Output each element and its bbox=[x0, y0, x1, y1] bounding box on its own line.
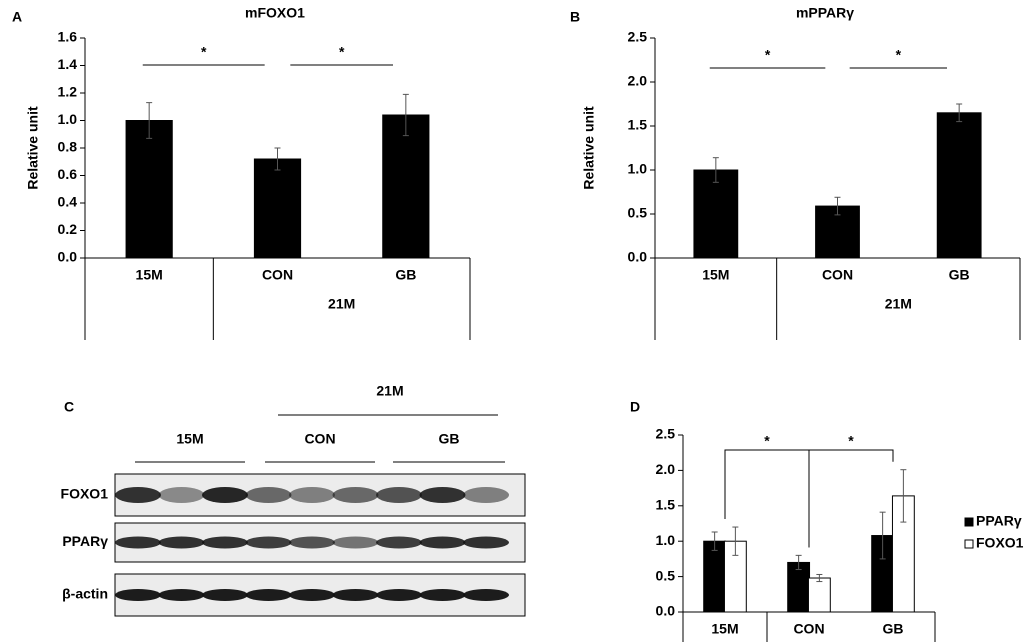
bar bbox=[693, 169, 739, 259]
significance-label: * bbox=[848, 433, 854, 449]
y-tick-label: 0.0 bbox=[656, 603, 676, 619]
y-tick-label: 0.0 bbox=[58, 249, 78, 265]
x-tick-label: CON bbox=[793, 621, 824, 637]
legend-label: PPARγ bbox=[976, 513, 1022, 529]
group-label: 21M bbox=[328, 296, 355, 312]
blot-band bbox=[376, 589, 422, 601]
blot-band bbox=[463, 536, 509, 549]
legend-swatch bbox=[964, 539, 974, 549]
y-tick-label: 1.0 bbox=[656, 532, 676, 548]
blot-band bbox=[332, 589, 379, 601]
blot-band bbox=[419, 536, 466, 549]
lane-label: 15M bbox=[176, 431, 203, 447]
x-tick-label: GB bbox=[883, 621, 904, 637]
y-tick-label: 1.0 bbox=[58, 111, 78, 127]
blot-band bbox=[289, 536, 335, 549]
panel-label: C bbox=[64, 399, 74, 415]
blot-band bbox=[158, 536, 205, 549]
y-tick-label: 0.6 bbox=[58, 166, 78, 182]
significance-bracket bbox=[724, 449, 810, 548]
row-label: PPARγ bbox=[62, 533, 108, 549]
blot-band bbox=[419, 487, 466, 503]
blot-band bbox=[158, 487, 205, 503]
y-tick-label: 1.2 bbox=[58, 84, 78, 100]
y-axis-label: Relative unit bbox=[581, 106, 597, 190]
blot-band bbox=[289, 589, 335, 601]
chart-title: mPPARγ bbox=[796, 5, 854, 21]
bar bbox=[253, 158, 302, 259]
y-tick-label: 0.4 bbox=[58, 194, 78, 210]
y-tick-label: 1.0 bbox=[628, 161, 648, 177]
bar bbox=[703, 540, 727, 613]
x-tick-label: 15M bbox=[711, 621, 738, 637]
bar bbox=[936, 112, 982, 259]
blot-band bbox=[463, 487, 509, 503]
y-tick-label: 0.5 bbox=[656, 567, 676, 583]
blot-band bbox=[115, 589, 161, 601]
bar bbox=[807, 577, 831, 613]
blot-band bbox=[158, 589, 205, 601]
blot-band bbox=[332, 536, 379, 549]
blot-band bbox=[202, 589, 248, 601]
legend-label: FOXO1 bbox=[976, 535, 1024, 551]
y-tick-label: 1.5 bbox=[656, 497, 676, 513]
blot-band bbox=[245, 536, 292, 549]
x-tick-label: GB bbox=[949, 267, 970, 283]
significance-label: * bbox=[764, 433, 770, 449]
lane-label: GB bbox=[439, 431, 460, 447]
lane-label: CON bbox=[304, 431, 335, 447]
group-label: 21M bbox=[885, 296, 912, 312]
x-tick-label: 15M bbox=[702, 267, 729, 283]
blot-band bbox=[332, 487, 379, 503]
x-tick-label: GB bbox=[395, 267, 416, 283]
blot-band bbox=[463, 589, 509, 601]
y-tick-label: 0.0 bbox=[628, 249, 648, 265]
blot-band bbox=[419, 589, 466, 601]
panel-label: B bbox=[570, 9, 580, 25]
significance-label: * bbox=[201, 44, 207, 60]
y-tick-label: 0.8 bbox=[58, 139, 78, 155]
bar bbox=[382, 114, 430, 259]
panel-label: A bbox=[12, 9, 22, 25]
blot-band bbox=[115, 536, 161, 549]
blot-band bbox=[202, 536, 248, 549]
blot-band bbox=[376, 487, 422, 503]
panel-label: D bbox=[630, 399, 640, 415]
y-tick-label: 1.4 bbox=[58, 56, 78, 72]
significance-bracket bbox=[808, 449, 894, 548]
blot-band bbox=[245, 487, 292, 503]
y-tick-label: 2.5 bbox=[628, 29, 648, 45]
significance-label: * bbox=[896, 47, 902, 63]
blot-band bbox=[115, 487, 161, 503]
blot-band bbox=[376, 536, 422, 549]
significance-label: * bbox=[339, 44, 345, 60]
x-tick-label: 15M bbox=[136, 267, 163, 283]
y-tick-label: 0.2 bbox=[58, 221, 78, 237]
blot-band bbox=[245, 589, 292, 601]
chart-title: mFOXO1 bbox=[245, 5, 305, 21]
row-label: FOXO1 bbox=[61, 486, 109, 502]
y-tick-label: 0.5 bbox=[628, 205, 648, 221]
bar bbox=[125, 120, 173, 259]
x-tick-label: CON bbox=[822, 267, 853, 283]
y-tick-label: 1.5 bbox=[628, 117, 648, 133]
legend-swatch bbox=[964, 517, 974, 527]
y-tick-label: 1.6 bbox=[58, 29, 78, 45]
blot-band bbox=[202, 487, 248, 503]
y-tick-label: 2.0 bbox=[656, 461, 676, 477]
y-tick-label: 2.5 bbox=[656, 426, 676, 442]
blot-band bbox=[289, 487, 335, 503]
row-label: β-actin bbox=[62, 586, 108, 602]
y-axis-label: Relative unit bbox=[25, 106, 41, 190]
group-label: 21M bbox=[376, 383, 403, 399]
y-tick-label: 2.0 bbox=[628, 73, 648, 89]
significance-label: * bbox=[765, 47, 771, 63]
x-tick-label: CON bbox=[262, 267, 293, 283]
